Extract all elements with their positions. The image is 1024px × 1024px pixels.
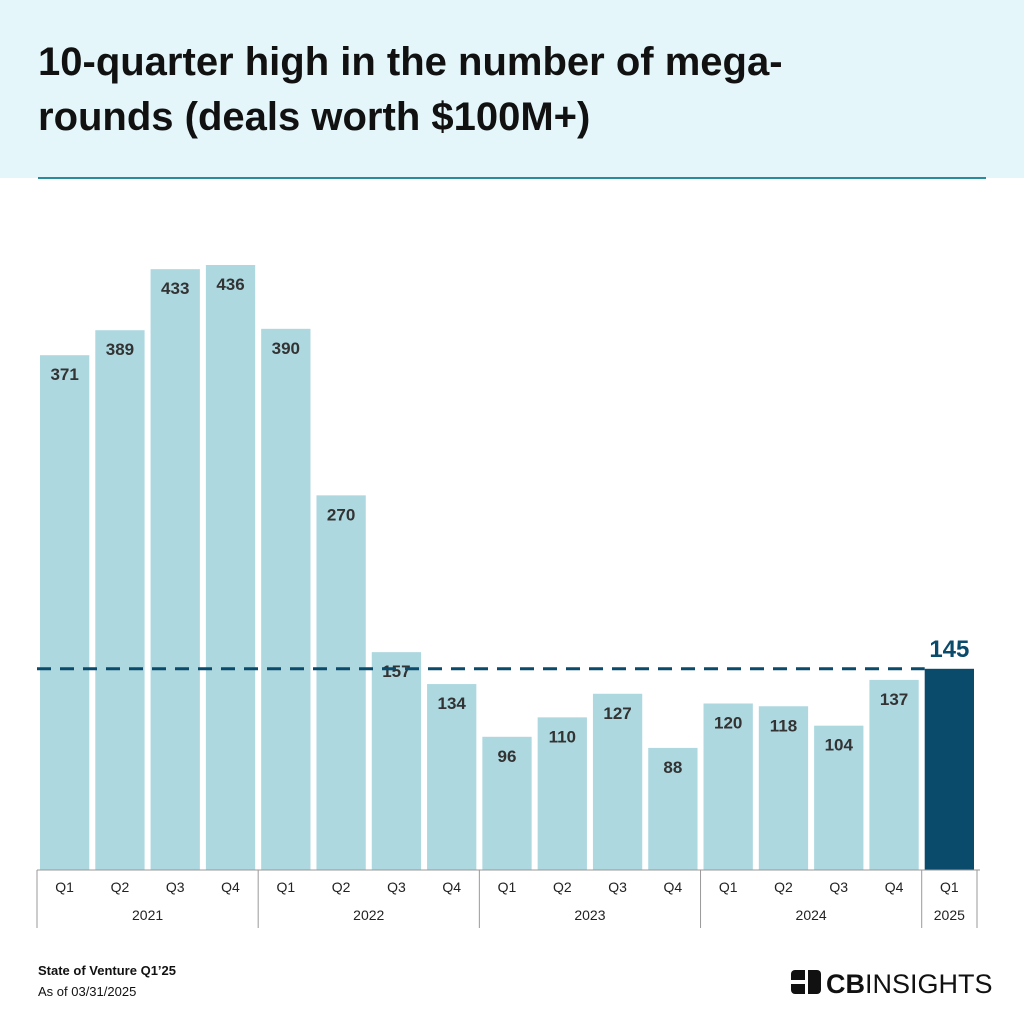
bar xyxy=(758,706,809,870)
x-group-label: 2025 xyxy=(934,907,965,923)
value-label: 433 xyxy=(161,279,189,298)
x-tick-label: Q3 xyxy=(387,879,406,895)
x-tick-label: Q4 xyxy=(885,879,904,895)
logo-light: INSIGHTS xyxy=(865,969,993,999)
bar xyxy=(869,679,919,870)
bar xyxy=(95,330,145,870)
value-label: 110 xyxy=(549,727,576,746)
header-bg xyxy=(0,0,1024,178)
x-tick-label: Q2 xyxy=(332,879,351,895)
value-label: 270 xyxy=(327,505,355,524)
x-tick-label: Q1 xyxy=(276,879,295,895)
bar xyxy=(316,495,366,870)
title-line: rounds (deals worth $100M+) xyxy=(38,95,590,139)
value-label: 134 xyxy=(438,694,467,713)
source: State of Venture Q1’25 xyxy=(38,963,176,978)
bar xyxy=(648,747,698,870)
note: As of 03/31/2025 xyxy=(38,984,136,999)
bar xyxy=(703,703,753,870)
x-tick-label: Q1 xyxy=(498,879,517,895)
value-label: 145 xyxy=(929,636,969,663)
x-tick-label: Q4 xyxy=(664,879,683,895)
x-group-label: 2024 xyxy=(796,907,827,923)
x-tick-label: Q2 xyxy=(111,879,130,895)
x-group-label: 2023 xyxy=(574,907,605,923)
bar xyxy=(40,355,90,870)
x-group-label: 2021 xyxy=(132,907,163,923)
value-label: 137 xyxy=(880,690,908,709)
bar xyxy=(205,265,256,870)
logo-bold: CB xyxy=(826,969,865,999)
value-label: 436 xyxy=(216,275,244,294)
value-label: 118 xyxy=(770,716,797,735)
x-tick-label: Q4 xyxy=(442,879,461,895)
value-label: 390 xyxy=(272,339,300,358)
value-label: 371 xyxy=(50,365,78,384)
x-tick-label: Q1 xyxy=(719,879,738,895)
bar xyxy=(261,328,311,870)
bar xyxy=(924,668,974,870)
bar xyxy=(814,725,864,870)
bar xyxy=(482,736,532,870)
x-tick-label: Q2 xyxy=(774,879,793,895)
logo: CBINSIGHTS xyxy=(791,969,993,999)
x-group-label: 2022 xyxy=(353,907,384,923)
logo-text: CBINSIGHTS xyxy=(826,969,993,999)
bar xyxy=(427,684,477,870)
value-label: 120 xyxy=(714,713,742,732)
x-tick-label: Q2 xyxy=(553,879,572,895)
x-tick-label: Q4 xyxy=(221,879,240,895)
value-label: 389 xyxy=(106,340,134,359)
bar xyxy=(150,269,200,870)
bar xyxy=(371,652,422,870)
chart-title: 10-quarter high in the number of mega-ro… xyxy=(38,40,783,139)
x-tick-label: Q3 xyxy=(166,879,185,895)
value-label: 157 xyxy=(382,662,410,681)
x-tick-label: Q3 xyxy=(829,879,848,895)
x-tick-label: Q3 xyxy=(608,879,627,895)
value-label: 127 xyxy=(603,704,631,723)
title-line: 10-quarter high in the number of mega- xyxy=(38,40,783,84)
bar xyxy=(537,717,587,870)
value-label: 104 xyxy=(825,736,854,755)
logo-icon-cut xyxy=(805,970,808,994)
logo-icon-cut xyxy=(791,980,805,984)
x-tick-label: Q1 xyxy=(940,879,959,895)
bar xyxy=(592,693,643,870)
x-tick-label: Q1 xyxy=(55,879,74,895)
value-label: 96 xyxy=(498,747,517,766)
value-label: 88 xyxy=(663,758,682,777)
